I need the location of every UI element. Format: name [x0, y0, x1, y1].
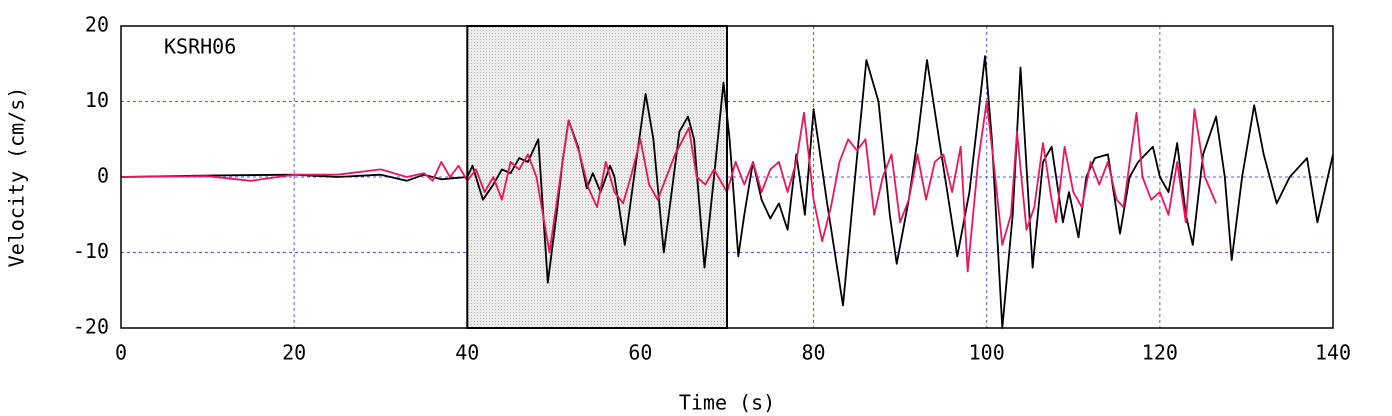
x-tick-label: 20 [282, 341, 306, 365]
x-tick-label: 140 [1315, 341, 1351, 365]
x-tick-label: 40 [455, 341, 479, 365]
x-tick-label: 120 [1142, 341, 1178, 365]
y-tick-label: 10 [85, 88, 109, 112]
y-tick-label: -20 [73, 315, 109, 339]
y-tick-label: 20 [85, 13, 109, 37]
y-axis-label: Velocity (cm/s) [5, 87, 29, 268]
y-tick-label: -10 [73, 239, 109, 263]
x-tick-label: 100 [969, 341, 1005, 365]
x-tick-label: 0 [115, 341, 127, 365]
x-tick-label: 80 [802, 341, 826, 365]
series-line [120, 55, 1334, 329]
y-tick-label: 0 [97, 164, 109, 188]
annotation: KSRH06 [164, 35, 236, 59]
highlight-region [467, 26, 727, 328]
plot-frame [120, 25, 1334, 329]
x-tick-label: 60 [628, 341, 652, 365]
x-axis-label: Time (s) [679, 391, 775, 415]
series-line [120, 100, 1217, 273]
